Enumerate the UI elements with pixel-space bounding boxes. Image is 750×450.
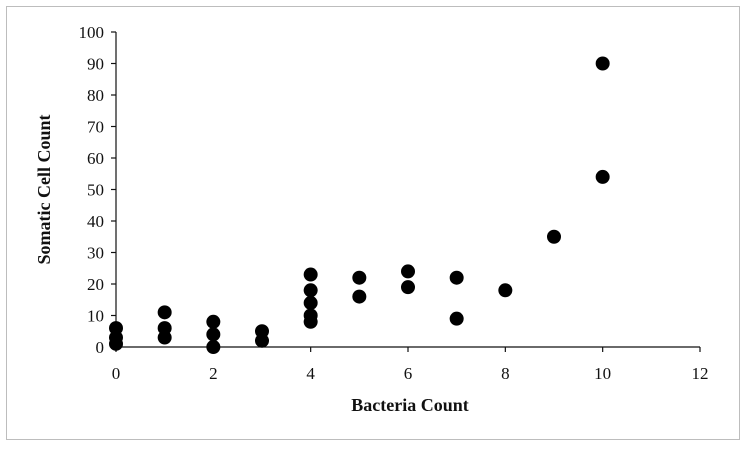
data-point <box>206 314 221 329</box>
axes <box>115 32 700 348</box>
data-point <box>595 56 610 71</box>
data-point <box>206 340 221 354</box>
x-tick-label: 8 <box>501 364 510 383</box>
data-point <box>303 267 318 282</box>
chart-frame <box>6 6 740 440</box>
y-tick-label: 80 <box>87 86 104 105</box>
data-point <box>157 305 172 320</box>
x-axis-title: Bacteria Count <box>351 395 468 415</box>
y-axis-title: Somatic Cell Count <box>34 115 54 265</box>
x-tick-label: 0 <box>112 364 121 383</box>
data-point <box>303 314 318 329</box>
x-tick-label: 10 <box>594 364 611 383</box>
y-tick-label: 70 <box>87 118 104 137</box>
y-tick-label: 20 <box>87 275 104 294</box>
x-tick-label: 2 <box>209 364 218 383</box>
data-points <box>109 56 610 354</box>
data-point <box>157 330 172 345</box>
x-tick-label: 12 <box>692 364 709 383</box>
data-point <box>401 280 415 295</box>
data-point <box>449 270 464 285</box>
y-tick-label: 10 <box>87 307 104 326</box>
data-point <box>303 283 318 298</box>
y-tick-label: 30 <box>87 244 104 263</box>
x-ticks: 0 2 4 6 8 10 12 <box>112 347 709 383</box>
y-tick-label: 60 <box>87 149 104 168</box>
x-tick-label: 4 <box>306 364 315 383</box>
x-tick-label: 6 <box>404 364 413 383</box>
data-point <box>109 336 123 351</box>
data-point <box>352 270 367 285</box>
y-ticks: 0 10 20 30 40 50 60 70 80 90 100 <box>79 23 116 357</box>
y-tick-label: 100 <box>79 23 105 42</box>
data-point <box>303 295 318 310</box>
y-tick-label: 40 <box>87 212 104 231</box>
data-point <box>547 229 561 244</box>
data-point <box>255 333 269 348</box>
data-point <box>401 264 415 279</box>
y-tick-label: 0 <box>96 338 105 357</box>
y-tick-label: 50 <box>87 181 104 200</box>
y-tick-label: 90 <box>87 55 104 74</box>
data-point <box>206 327 221 342</box>
data-point <box>498 283 513 298</box>
data-point <box>449 311 464 326</box>
data-point <box>595 169 610 184</box>
data-point <box>352 289 367 304</box>
